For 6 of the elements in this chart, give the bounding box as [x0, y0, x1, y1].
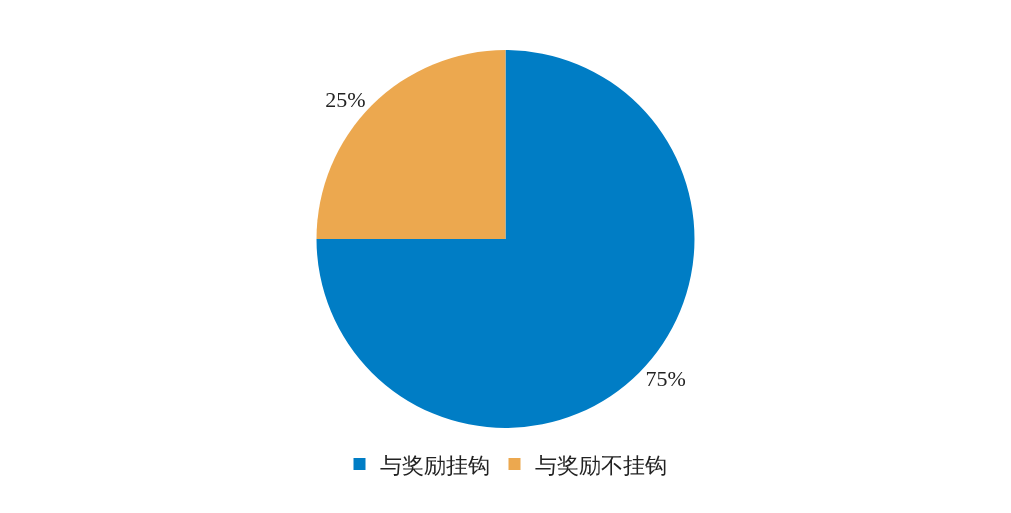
legend-label: 与奖励不挂钩	[534, 452, 667, 478]
data-label: 25%	[325, 86, 366, 112]
legend-label: 与奖励挂钩	[379, 452, 490, 478]
pie-slice	[316, 50, 506, 239]
data-label: 75%	[645, 366, 686, 392]
pie-slice	[316, 50, 695, 428]
